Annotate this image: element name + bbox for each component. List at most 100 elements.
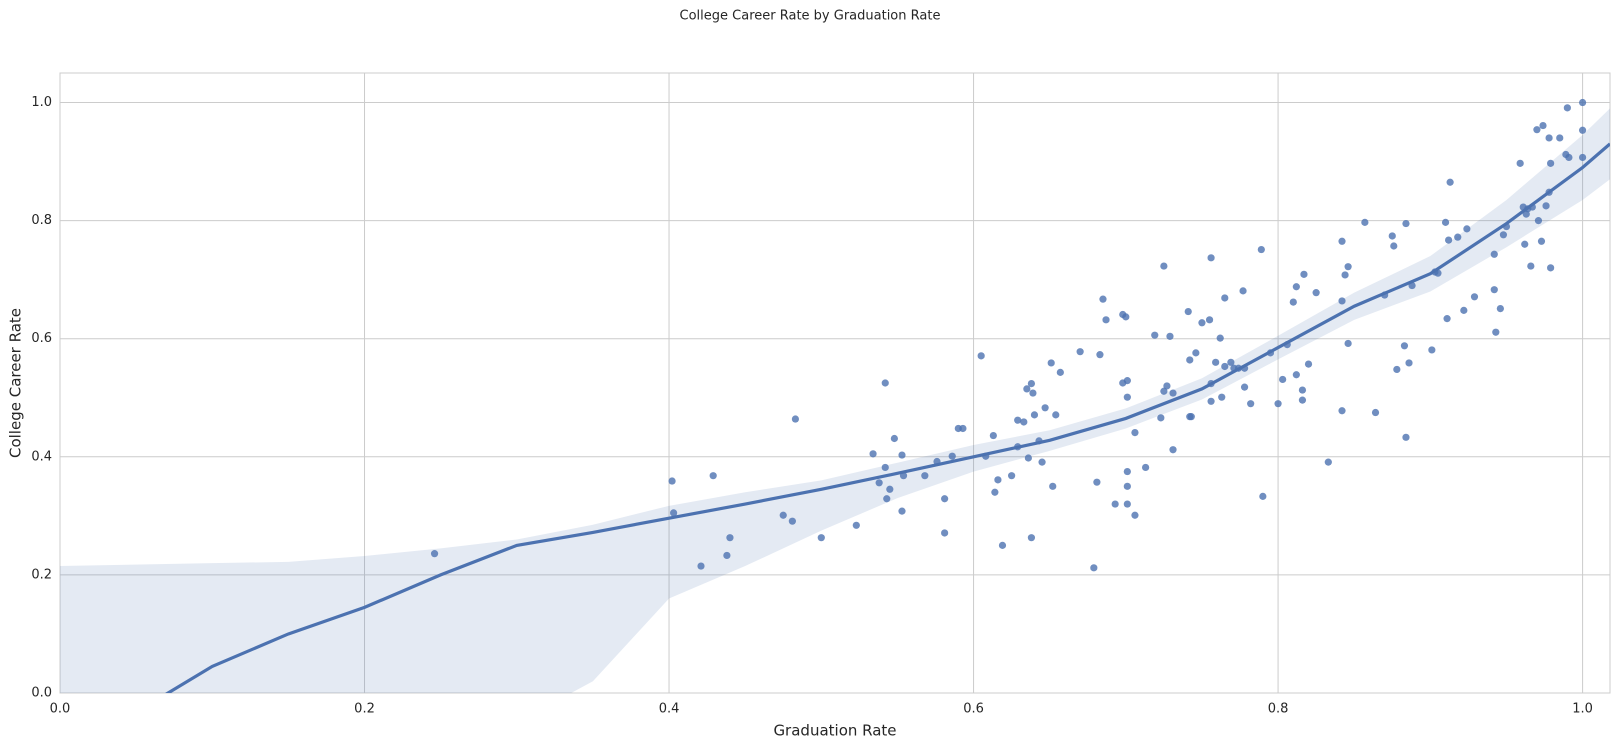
- data-point: [1556, 134, 1564, 142]
- data-point: [1024, 454, 1032, 462]
- data-point: [1298, 396, 1307, 404]
- data-point: [1029, 389, 1037, 397]
- data-point: [1123, 482, 1131, 490]
- data-point: [1207, 397, 1215, 405]
- data-point: [1131, 511, 1139, 519]
- data-point: [1341, 271, 1349, 279]
- data-point: [1324, 458, 1332, 466]
- data-point: [921, 472, 929, 480]
- x-tick-label: 0.2: [354, 702, 375, 717]
- data-point: [1257, 245, 1265, 254]
- data-point: [1279, 375, 1287, 384]
- data-point: [1099, 295, 1107, 303]
- data-point: [1402, 219, 1410, 228]
- y-tick-label: 0.6: [31, 331, 52, 346]
- data-point: [941, 529, 949, 537]
- data-point: [1492, 328, 1500, 336]
- y-tick-label: 0.0: [31, 686, 52, 701]
- data-point: [994, 476, 1002, 484]
- data-point: [898, 507, 906, 515]
- data-point: [1207, 254, 1215, 262]
- data-point: [869, 450, 877, 458]
- data-point: [1578, 153, 1587, 162]
- tick-labels: 0.0 0.2 0.4 0.6 0.8 1.0 0.0 0.2 0.4 0.6 0.8 1.0: [31, 95, 1593, 716]
- data-point: [852, 521, 860, 529]
- regression-line: [164, 142, 1610, 693]
- data-point: [697, 562, 705, 570]
- data-point: [1192, 349, 1200, 357]
- data-point: [1049, 482, 1057, 490]
- data-point: [1338, 237, 1346, 245]
- data-point: [1131, 429, 1139, 437]
- chart-title: College Career Rate by Graduation Rate: [680, 9, 941, 24]
- data-point: [817, 534, 825, 542]
- data-point: [1300, 270, 1308, 278]
- data-point: [1390, 242, 1398, 250]
- data-point: [977, 352, 985, 360]
- data-point: [1169, 446, 1177, 454]
- data-point: [1056, 368, 1064, 376]
- data-point: [1460, 306, 1468, 314]
- data-point: [1499, 231, 1508, 239]
- data-point: [1400, 342, 1409, 350]
- confidence-band: [60, 108, 1610, 693]
- x-tick-label: 0.8: [1268, 702, 1289, 717]
- data-point: [1533, 126, 1541, 134]
- data-point: [1289, 298, 1297, 306]
- data-point: [1537, 237, 1546, 245]
- data-point: [1545, 134, 1553, 142]
- data-point: [1534, 217, 1543, 225]
- data-point: [1030, 411, 1039, 419]
- data-point: [1547, 159, 1555, 167]
- data-point: [1344, 263, 1352, 271]
- data-point: [670, 509, 678, 517]
- data-point: [1227, 358, 1235, 366]
- data-point: [1221, 362, 1229, 371]
- data-point: [1445, 236, 1453, 244]
- data-point: [1344, 339, 1352, 348]
- data-point: [1521, 240, 1529, 248]
- data-point: [1014, 416, 1022, 424]
- data-point: [886, 485, 894, 493]
- data-point: [1123, 377, 1131, 385]
- points: [430, 98, 1587, 572]
- grid: [59, 73, 1610, 694]
- data-point: [1047, 359, 1055, 367]
- data-point: [1090, 564, 1098, 572]
- data-point: [430, 550, 439, 558]
- data-point: [959, 424, 967, 433]
- x-tick-label: 0.4: [659, 702, 680, 717]
- data-point: [1542, 202, 1550, 210]
- data-point: [1274, 400, 1282, 408]
- data-point: [1163, 382, 1171, 390]
- data-point: [1312, 289, 1320, 297]
- data-point: [723, 551, 731, 560]
- data-point: [726, 534, 734, 542]
- x-tick-label: 0.6: [963, 702, 984, 717]
- data-point: [1578, 98, 1587, 107]
- data-point: [1169, 389, 1177, 397]
- data-point: [1259, 492, 1267, 500]
- data-point: [875, 479, 883, 487]
- data-point: [791, 415, 800, 423]
- data-point: [1093, 478, 1101, 486]
- y-tick-label: 0.2: [31, 567, 52, 582]
- fit-layer: [164, 142, 1610, 693]
- y-tick-label: 0.4: [31, 449, 52, 464]
- data-point: [1443, 315, 1451, 323]
- data-point: [1216, 334, 1224, 342]
- data-point: [890, 434, 898, 443]
- data-point: [1221, 294, 1229, 302]
- data-point: [881, 379, 889, 387]
- data-point: [1338, 297, 1346, 305]
- y-axis-label: College Career Rate: [7, 308, 25, 458]
- data-point: [1102, 316, 1110, 324]
- data-point: [1527, 262, 1535, 270]
- data-point: [1008, 472, 1016, 480]
- data-point: [1393, 365, 1401, 374]
- data-point: [779, 511, 787, 519]
- data-point: [1428, 346, 1436, 354]
- data-point: [1516, 159, 1524, 167]
- data-point: [1027, 534, 1036, 542]
